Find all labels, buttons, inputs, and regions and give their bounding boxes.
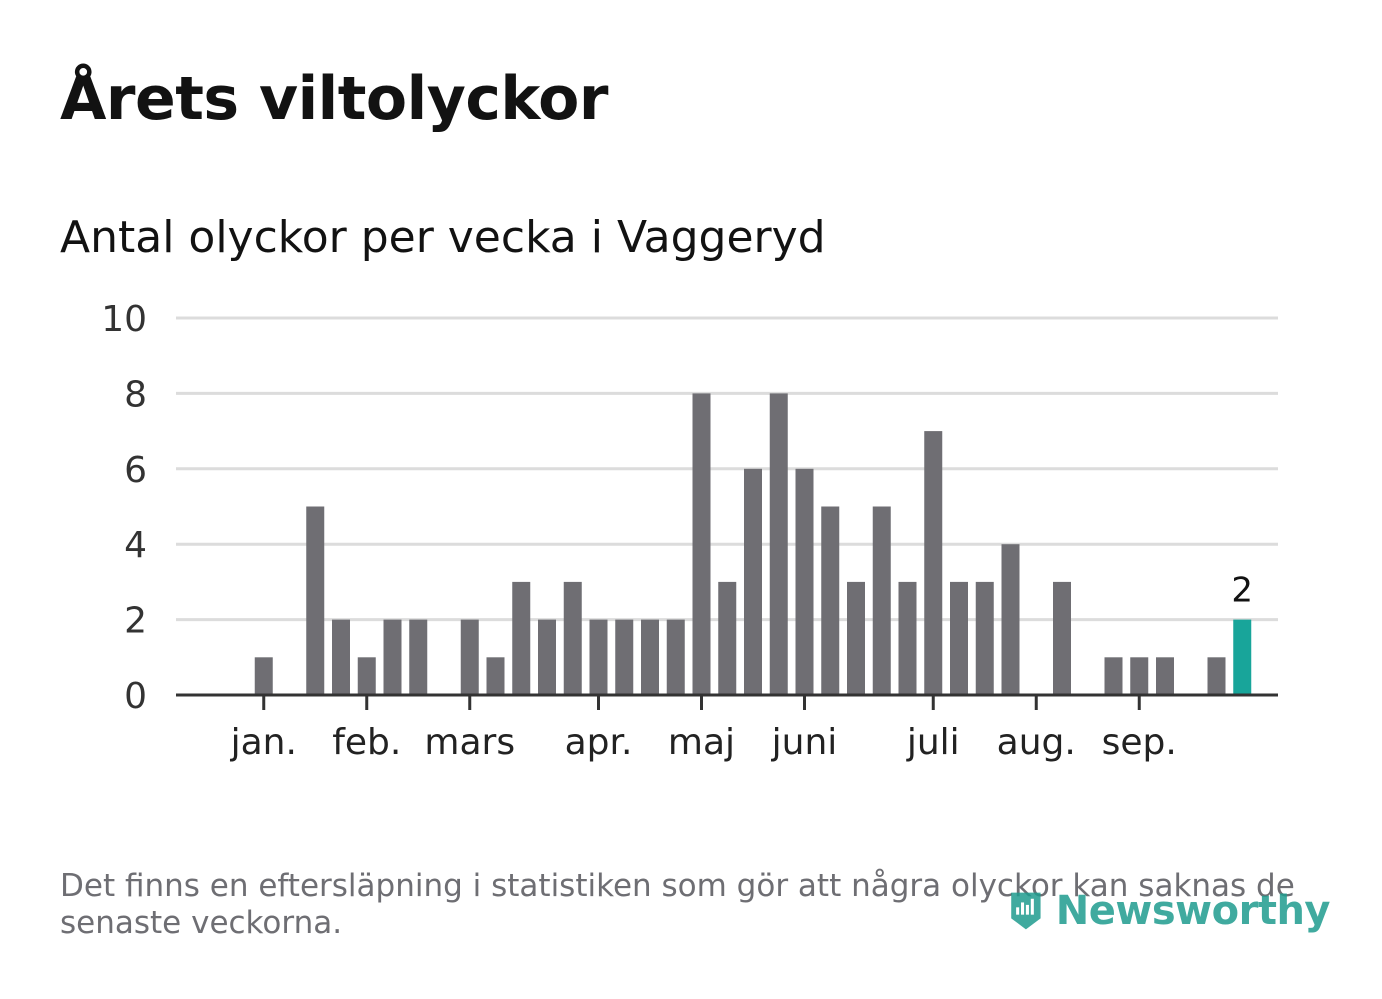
bar — [1104, 657, 1123, 695]
bar — [769, 393, 788, 695]
y-tick-label: 2 — [124, 601, 147, 642]
bar — [409, 619, 428, 695]
logo-text: Newsworthy — [1055, 888, 1331, 934]
y-tick-label: 6 — [124, 450, 147, 491]
bar — [872, 506, 891, 695]
bar — [744, 468, 762, 695]
bar-highlight — [1233, 619, 1252, 695]
bar — [357, 657, 376, 695]
bar — [718, 581, 737, 695]
footnote: Det finns en eftersläpning i statistiken… — [60, 868, 1295, 941]
bar — [847, 581, 865, 695]
x-tick-label: juli — [906, 722, 960, 763]
newsworthy-bar-chart-icon — [1011, 892, 1041, 930]
bar — [615, 619, 634, 695]
bar — [486, 657, 505, 695]
bar — [1053, 581, 1071, 695]
x-tick-label: sep. — [1102, 722, 1177, 763]
chart-title: Årets viltolyckor — [60, 64, 609, 134]
bar — [1001, 544, 1020, 695]
bar — [898, 581, 917, 695]
x-tick-label: aug. — [997, 722, 1076, 763]
bar — [254, 657, 273, 695]
y-tick-label: 10 — [101, 299, 147, 340]
bar — [641, 619, 659, 695]
bar — [589, 619, 608, 695]
y-tick-label: 4 — [124, 525, 147, 566]
bar — [950, 581, 968, 695]
x-tick-label: feb. — [332, 722, 401, 763]
bar — [821, 506, 840, 695]
x-tick-label: apr. — [565, 722, 633, 763]
bar — [795, 468, 814, 695]
bar — [460, 619, 479, 695]
bar — [563, 581, 582, 695]
bar — [1156, 657, 1174, 695]
x-tick-label: jan. — [230, 722, 297, 763]
x-tick-label: juni — [771, 722, 838, 763]
bar — [306, 506, 325, 695]
bar-value-label: 2 — [1231, 571, 1253, 611]
bar — [1207, 657, 1226, 695]
bar — [1130, 657, 1149, 695]
bar — [924, 431, 943, 695]
y-tick-label: 8 — [124, 374, 147, 415]
newsworthy-logo: Newsworthy — [1010, 876, 1331, 946]
x-tick-label: mars — [424, 722, 515, 763]
chart-subtitle: Antal olyckor per vecka i Vaggeryd — [60, 212, 826, 263]
bar — [975, 581, 994, 695]
bar — [383, 619, 402, 695]
bar — [666, 619, 685, 695]
bar — [538, 619, 556, 695]
bar — [692, 393, 711, 695]
x-tick-label: maj — [668, 722, 735, 763]
y-tick-label: 0 — [124, 676, 147, 717]
bar — [512, 581, 531, 695]
bar — [332, 619, 350, 695]
